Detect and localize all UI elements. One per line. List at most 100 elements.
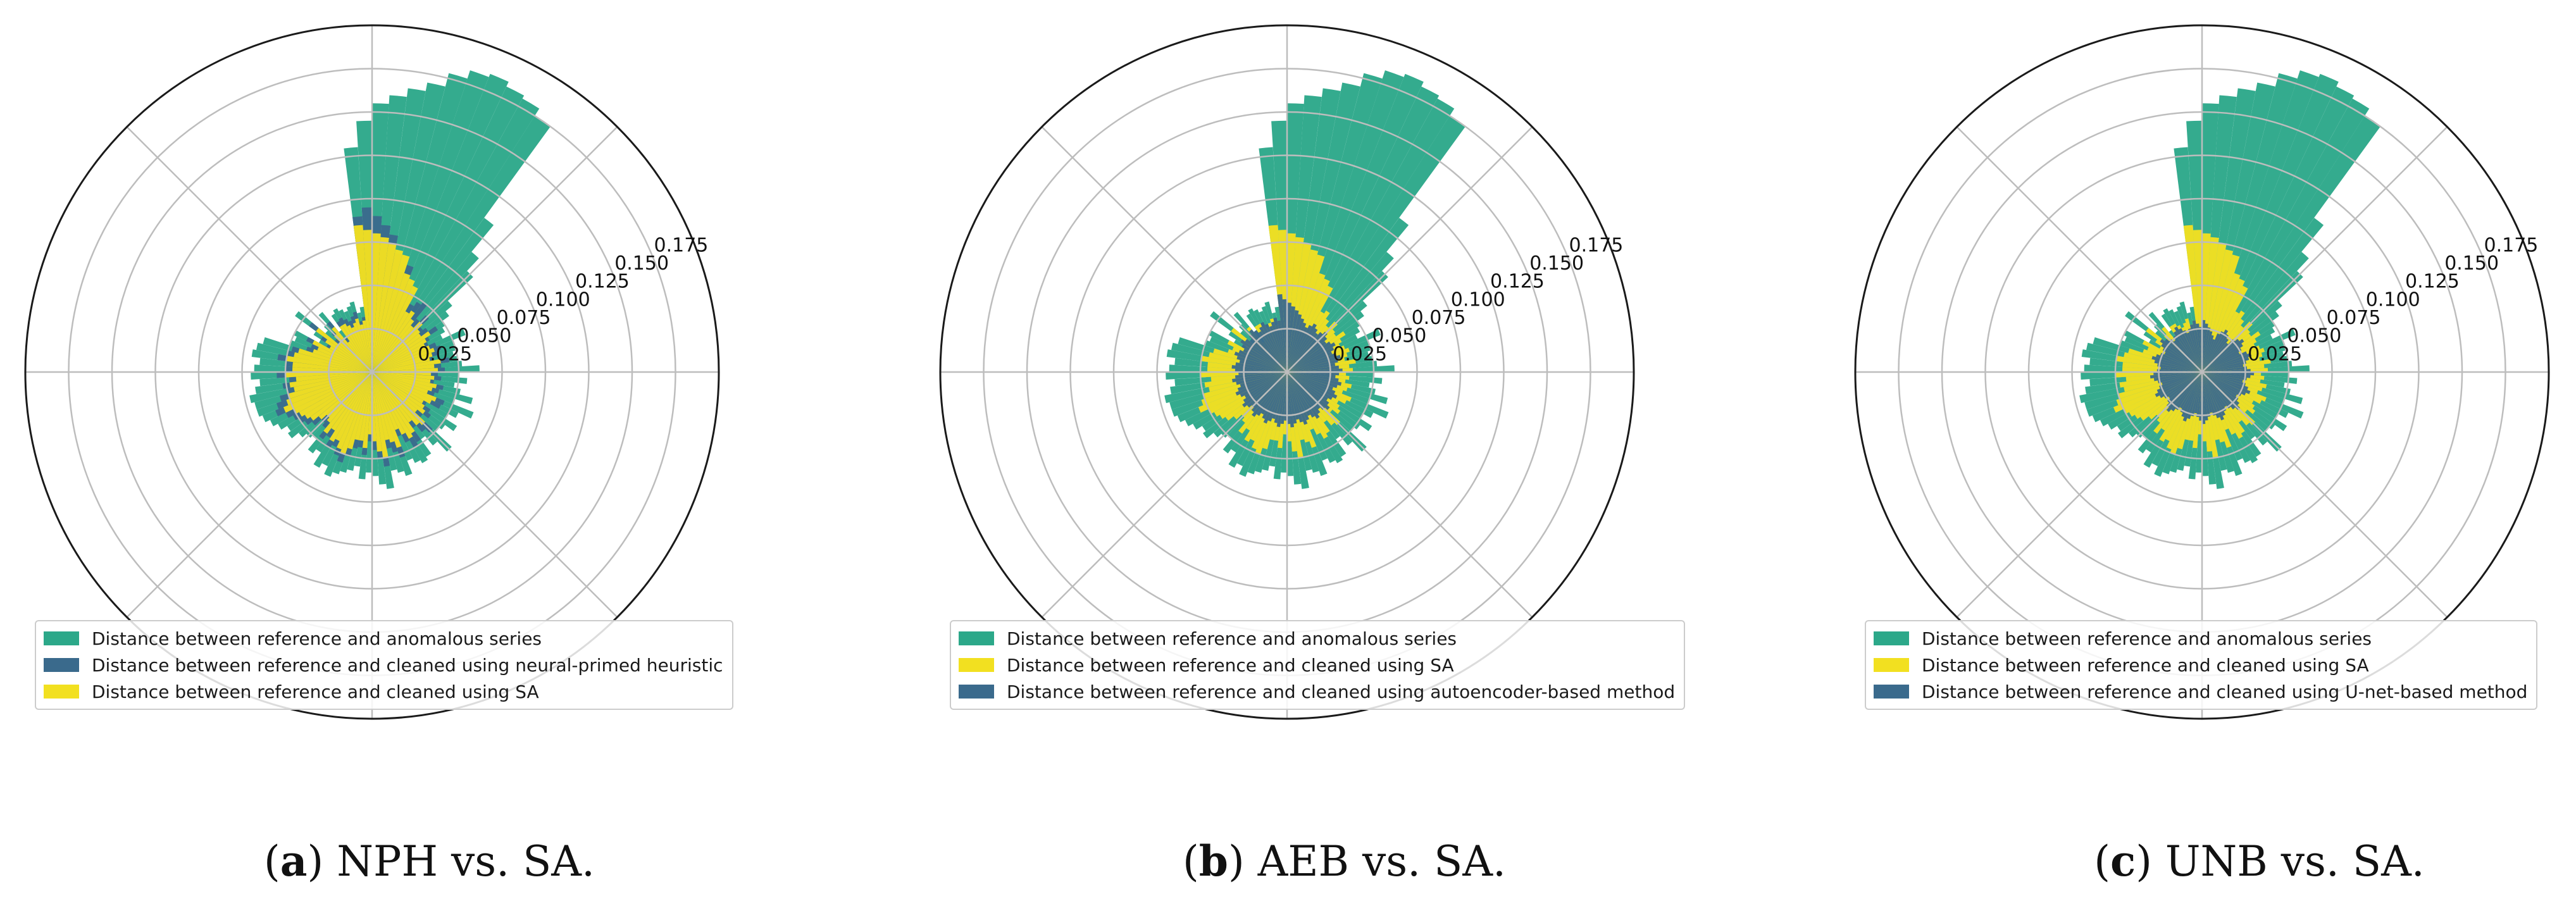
chart-panel-b: 0.025 0.050 0.075 0.100 0.125 0.150 0.175 Dist… [915,0,1774,913]
polar-bar [372,243,397,372]
chart-panel-c: 0.025 0.050 0.075 0.100 0.125 0.150 0.175 Dist… [1830,0,2576,913]
r-tick-label: 0.150 [1529,252,1584,275]
polar-bar [1236,356,1287,372]
grid-spoke [371,126,618,373]
caption-text: NPH vs. SA. [337,837,595,886]
polar-bar [372,344,426,372]
polar-bar [1236,372,1287,385]
polar-bar [2202,331,2224,372]
polar-bar [2202,366,2248,372]
polar-bar [317,347,372,372]
polar-bar [331,372,372,431]
grid-spoke [1286,126,1533,373]
polar-bar [372,347,435,372]
polar-bar [372,372,376,442]
polar-bar [2202,372,2243,383]
polar-bar [2192,320,2202,372]
polar-bar [1287,328,1318,372]
polar-bar [2202,352,2252,372]
polar-bar [2159,372,2202,399]
polar-bar [372,249,404,372]
polar-bar [1287,372,1336,394]
polar-bar [372,372,428,394]
legend-item: Distance between reference and anomalous… [959,625,1675,652]
polar-bar [372,333,421,372]
polar-bar [292,362,372,372]
polar-bar [2202,338,2215,372]
polar-bar [1287,368,1343,372]
polar-bar [1267,372,1287,422]
polar-bar [372,372,433,392]
polar-bar [2202,343,2243,372]
polar-bar [372,372,420,426]
polar-bar [316,328,372,372]
grid-rings [940,25,1634,719]
polar-bar [1287,347,1335,372]
legend-c: Distance between reference and anomalous… [1865,620,2538,710]
polar-bar [2168,372,2202,399]
polar-bar [372,372,402,448]
polar-bar [2196,372,2202,418]
polar-bar [2182,372,2202,422]
polar-bar [372,329,420,372]
polar-bar [2202,357,2249,372]
polar-bar [2202,372,2225,416]
polar-bar [1260,372,1287,415]
polar-bar [1265,323,1287,372]
polar-bar [372,237,389,372]
polar-bar [294,372,372,392]
polar-bar [372,372,435,380]
legend-item: Distance between reference and anomalous… [1874,625,2527,652]
polar-bar [359,324,372,372]
polar-bar [1287,372,1333,400]
polar-bar [1243,372,1287,403]
polar-bar [1273,317,1287,372]
legend-item: Distance between reference and anomalous… [44,625,723,652]
polar-bar [2157,363,2202,372]
polar-bar [2196,323,2202,372]
polar-bar [1235,372,1287,396]
polar-bar [352,322,372,372]
polar-bar [1240,372,1287,387]
polar-bar [286,372,372,406]
bar-group [249,70,551,489]
polar-bar [1287,325,1312,372]
polar-bar [2202,372,2251,394]
polar-bar [372,98,540,373]
polar-bar [2202,333,2229,372]
polar-bar [363,230,372,372]
r-tick-label: 0.100 [1451,289,1505,311]
polar-bar [2202,338,2244,372]
polar-bar [1271,321,1287,372]
polar-bar [1287,359,1338,372]
polar-bar [2202,372,2227,407]
polar-bar [372,372,432,404]
r-tick-label: 0.150 [2444,252,2499,275]
polar-bar [2202,352,2240,372]
polar-bar [2156,354,2202,372]
polar-bar [354,318,372,372]
polar-bar [2159,372,2202,389]
grid-spoke [1286,371,1533,618]
polar-bar [2154,359,2202,372]
polar-bar [2160,338,2202,372]
caption-letter: b [1198,836,1228,886]
polar-bar [1287,372,1300,420]
polar-bar [372,372,432,376]
legend-swatch [959,685,994,699]
polar-bar [1287,326,1308,372]
legend-swatch [1874,685,1909,699]
legend-swatch [44,658,79,672]
polar-bar [1276,372,1287,427]
polar-bar [347,325,372,372]
polar-bar [1287,365,1395,372]
grid-spoke [126,371,373,618]
legend-item: Distance between reference and cleaned u… [44,652,723,678]
grid-rings [25,25,719,719]
polar-bar [1280,372,1287,424]
polar-bar [1237,372,1287,392]
grid-spoke [1041,371,1288,618]
polar-bar [2202,335,2214,372]
polar-bar [1287,372,1328,401]
